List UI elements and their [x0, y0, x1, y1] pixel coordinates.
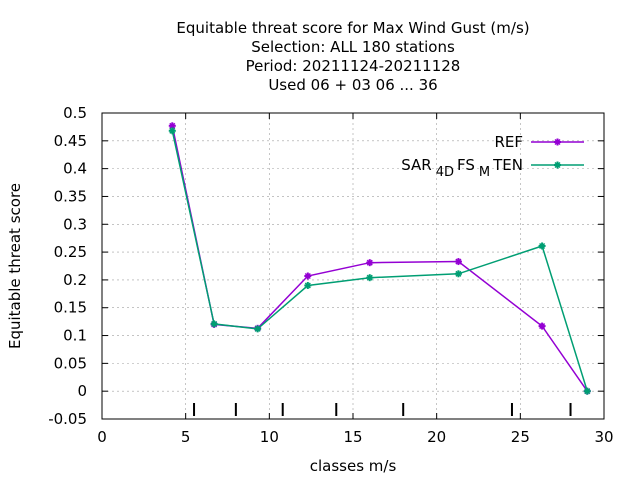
y-axis: -0.05 0 0.05 0.1 0.15 0.2 0.25 0.3 0.35 0.4 0.45 0.…	[48, 104, 604, 428]
legend-label-part: TEN	[492, 156, 523, 174]
legend-label: REF	[494, 133, 523, 151]
y-tick-label: 0.45	[54, 132, 87, 150]
data-point	[210, 320, 218, 328]
data-point	[454, 270, 462, 278]
data-point	[554, 161, 561, 169]
x-tick-label: 15	[343, 428, 362, 446]
data-point	[554, 138, 561, 146]
y-tick-label: 0.05	[54, 354, 87, 372]
title-line: Selection: ALL 180 stations	[251, 38, 455, 56]
grid	[102, 113, 604, 419]
legend-label-part: M	[479, 165, 490, 180]
legend-label-part: 4D	[436, 165, 454, 180]
data-point	[304, 272, 312, 280]
y-tick-label: 0	[77, 382, 87, 400]
data-point	[254, 325, 262, 333]
data-point	[538, 242, 546, 250]
y-tick-label: 0.1	[63, 327, 87, 345]
y-tick-label: 0.4	[63, 160, 87, 178]
data-point	[583, 387, 591, 395]
legend: REF SAR 4D FS M TEN	[401, 133, 584, 180]
legend-label-part: SAR	[401, 156, 431, 174]
x-tick-label: 25	[511, 428, 530, 446]
data-point	[366, 259, 374, 267]
y-tick-label: 0.25	[54, 243, 87, 261]
data-point	[538, 322, 546, 330]
chart-title: Equitable threat score for Max Wind Gust…	[176, 19, 529, 94]
y-tick-label: 0.35	[54, 187, 87, 205]
y-tick-label: 0.3	[63, 215, 87, 233]
data-point	[304, 281, 312, 289]
title-line: Equitable threat score for Max Wind Gust…	[176, 19, 529, 37]
y-tick-label: -0.05	[48, 410, 87, 428]
legend-label-part: FS	[457, 156, 475, 174]
series-line-1	[171, 125, 588, 392]
data-point	[454, 258, 462, 266]
data-point	[366, 274, 374, 282]
legend-label: SAR 4D FS M TEN	[401, 156, 523, 180]
title-line: Period: 20211124-20211128	[246, 57, 461, 75]
y-tick-label: 0.5	[63, 104, 87, 122]
x-tick-label: 10	[260, 428, 279, 446]
y-tick-label: 0.2	[63, 271, 87, 289]
x-axis: 0 5 10 15 20 25 30	[97, 113, 614, 446]
data-point	[168, 127, 176, 135]
x-tick-label: 0	[97, 428, 107, 446]
x-tick-label: 5	[181, 428, 191, 446]
series-line-2	[171, 130, 589, 392]
y-tick-label: 0.15	[54, 299, 87, 317]
title-line: Used 06 + 03 06 ... 36	[268, 76, 437, 94]
class-markers	[193, 403, 572, 416]
x-axis-label: classes m/s	[310, 457, 397, 475]
x-tick-label: 30	[594, 428, 613, 446]
series	[168, 122, 591, 395]
x-tick-label: 20	[427, 428, 446, 446]
y-axis-label: Equitable threat score	[6, 183, 24, 349]
